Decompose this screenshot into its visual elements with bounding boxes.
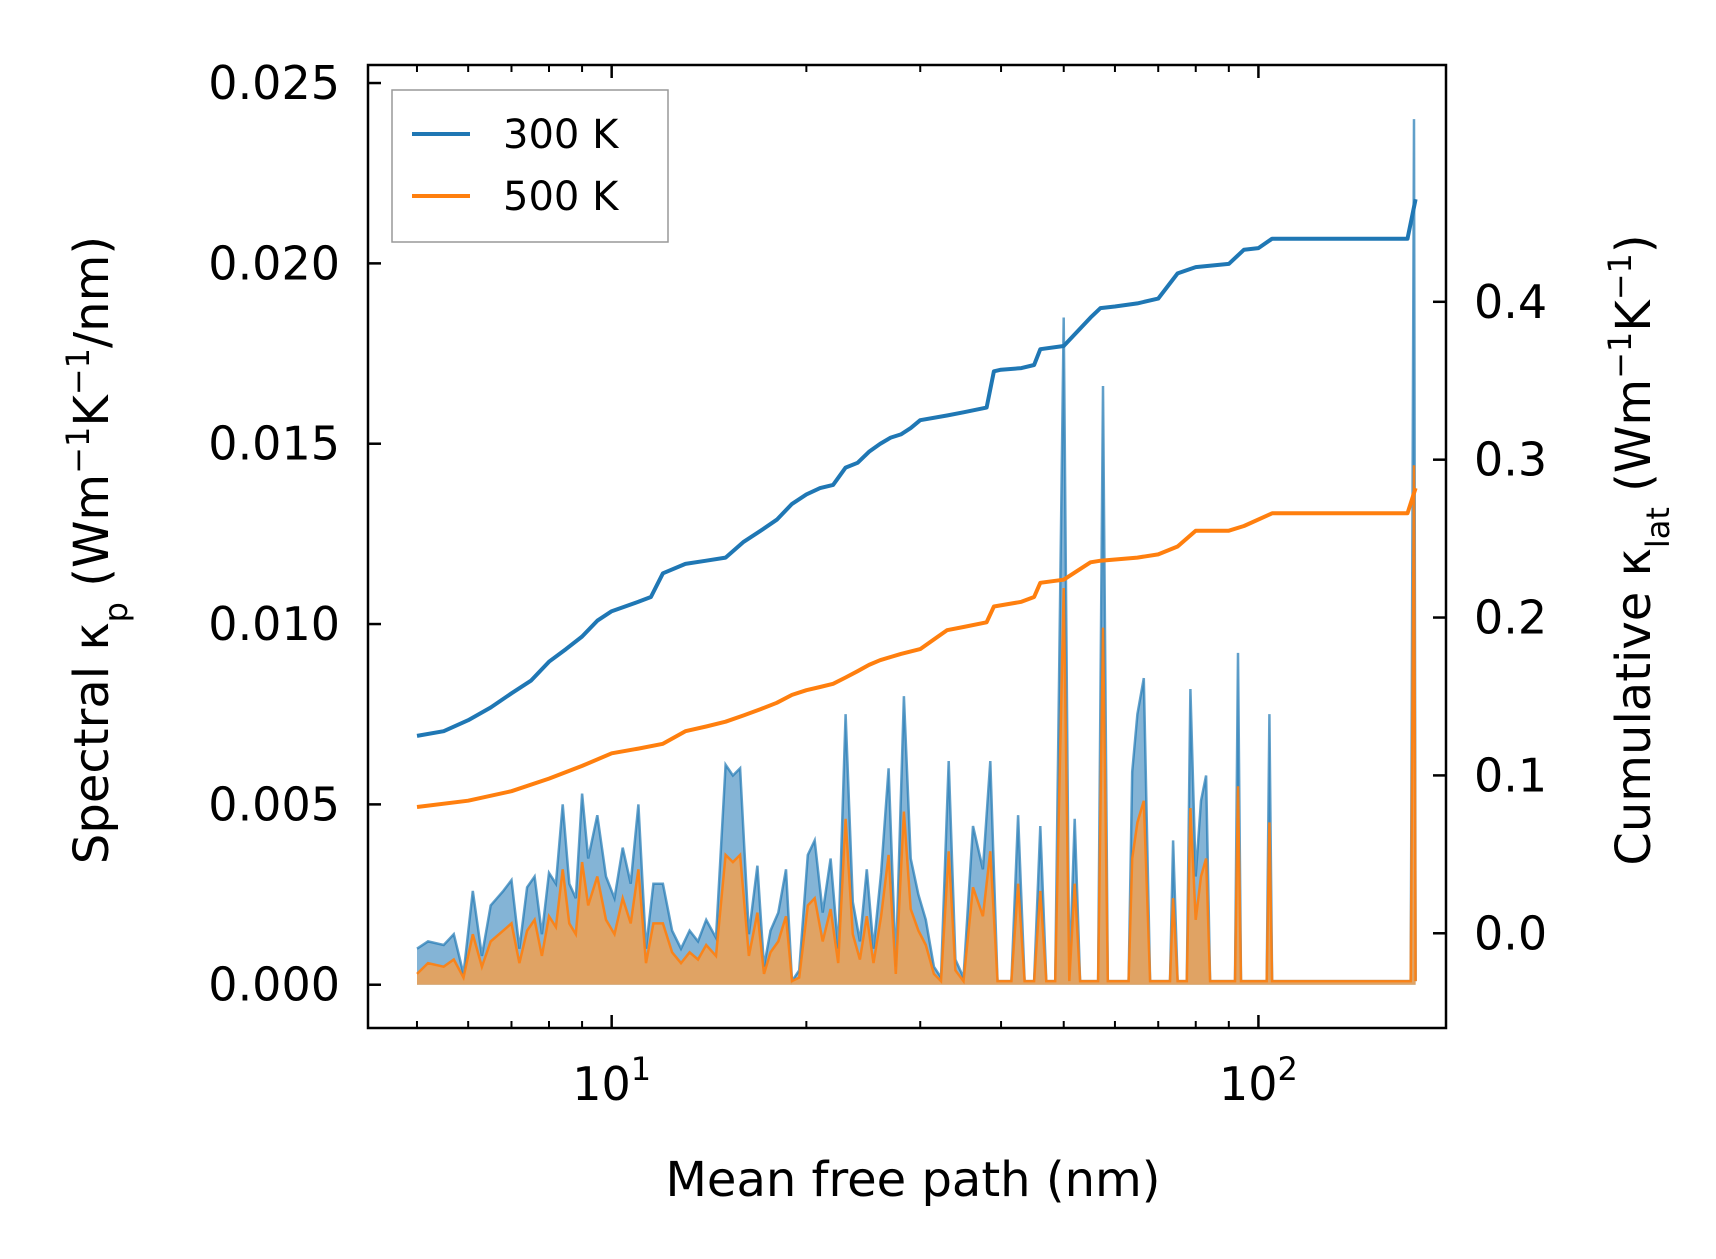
axes-frame [366, 63, 1448, 1030]
y-left-tick-label: 0.000 [208, 958, 340, 1012]
y-left-tick-label: 0.015 [208, 417, 340, 471]
cumulative-curves [416, 198, 1418, 809]
y-right-tick-label: 0.1 [1474, 748, 1547, 802]
spectral-line-300k [416, 119, 1417, 985]
cumulative-line-500k [416, 487, 1418, 809]
y-axis-right-label: Cumulative κlat (Wm−1K−1) [1601, 234, 1677, 865]
ticks: 0.000 0.005 0.010 0.015 0.020 0.025 0.0 0.1 0.2 0… [208, 56, 1547, 1111]
legend: 300 K 500 K [391, 89, 669, 243]
legend-box [391, 89, 669, 243]
y-right-tick-label: 0.3 [1474, 433, 1547, 487]
y-axis-left-label: Spectral κp (Wm−1K−1/nm) [59, 236, 135, 864]
y-left-tick-label: 0.010 [208, 597, 340, 651]
y-left-tick-label: 0.005 [208, 777, 340, 831]
cumulative-line-300k [416, 198, 1418, 738]
plot-frame [366, 63, 1448, 1030]
spectral-fills [416, 119, 1417, 985]
y-right-tick-label: 0.4 [1474, 275, 1547, 329]
x-axis-label: Mean free path (nm) [666, 1152, 1161, 1208]
y-right-tick-label: 0.0 [1474, 906, 1547, 960]
legend-label-300k: 300 K [503, 112, 620, 158]
y-right-tick-label: 0.2 [1474, 591, 1547, 645]
y-left-tick-label: 0.025 [208, 56, 340, 110]
x-tick-label: 102 [1219, 1050, 1298, 1111]
legend-label-500k: 500 K [503, 174, 620, 220]
spectral-line-500k [416, 465, 1417, 985]
x-tick-label: 101 [572, 1050, 651, 1111]
y-left-tick-label: 0.020 [208, 236, 340, 290]
